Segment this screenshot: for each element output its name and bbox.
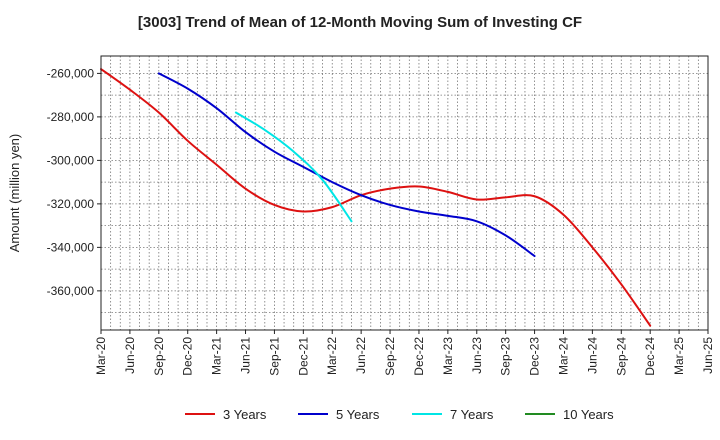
y-tick-label: -280,000 (47, 110, 95, 124)
legend-label: 10 Years (563, 407, 614, 422)
plot-frame (100, 55, 709, 331)
series-lines (100, 68, 652, 327)
legend-label: 3 Years (223, 407, 267, 422)
y-axis-ticks: -260,000 -280,000 -300,000 -320,000 -340,000… (47, 66, 101, 298)
x-tick-label: Sep-21 (267, 337, 281, 376)
x-tick-label: Jun-25 (701, 337, 715, 374)
series-line-7-years (234, 111, 353, 223)
y-tick-label: -320,000 (47, 197, 95, 211)
x-tick-label: Mar-23 (441, 337, 455, 375)
x-tick-label: Mar-20 (94, 337, 108, 375)
y-tick-label: -360,000 (47, 284, 95, 298)
x-tick-label: Mar-24 (556, 337, 570, 375)
x-tick-label: Jun-23 (470, 337, 484, 374)
x-tick-label: Sep-23 (499, 337, 513, 376)
legend-label: 7 Years (450, 407, 494, 422)
series-line-3-years (100, 68, 652, 327)
x-tick-label: Dec-23 (528, 337, 542, 376)
y-tick-label: -340,000 (47, 240, 95, 254)
x-tick-label: Jun-24 (585, 337, 599, 374)
x-tick-label: Sep-24 (614, 337, 628, 376)
x-tick-label: Jun-22 (354, 337, 368, 374)
y-tick-label: -260,000 (47, 66, 95, 80)
x-tick-label: Dec-21 (296, 337, 310, 376)
x-tick-label: Sep-20 (152, 337, 166, 376)
x-tick-label: Jun-20 (123, 337, 137, 374)
legend: 3 Years 5 Years 7 Years 10 Years (185, 407, 614, 422)
x-tick-label: Mar-21 (210, 337, 224, 375)
x-tick-label: Mar-25 (672, 337, 686, 375)
x-tick-label: Jun-21 (239, 337, 253, 374)
chart-title: [3003] Trend of Mean of 12-Month Moving … (137, 14, 583, 31)
y-axis-title: Amount (million yen) (7, 134, 22, 253)
series-line-5-years (157, 72, 536, 258)
grid-lines (101, 56, 708, 330)
legend-label: 5 Years (336, 407, 380, 422)
x-tick-label: Dec-22 (412, 337, 426, 376)
x-tick-label: Dec-24 (643, 337, 657, 376)
x-axis-ticks: Mar-20 Jun-20 Sep-20 Dec-20 Mar-21 Jun-21 Sep-… (94, 330, 715, 376)
x-tick-label: Mar-22 (325, 337, 339, 375)
x-tick-label: Sep-22 (383, 337, 397, 376)
y-tick-label: -300,000 (47, 153, 95, 167)
x-tick-label: Dec-20 (181, 337, 195, 376)
